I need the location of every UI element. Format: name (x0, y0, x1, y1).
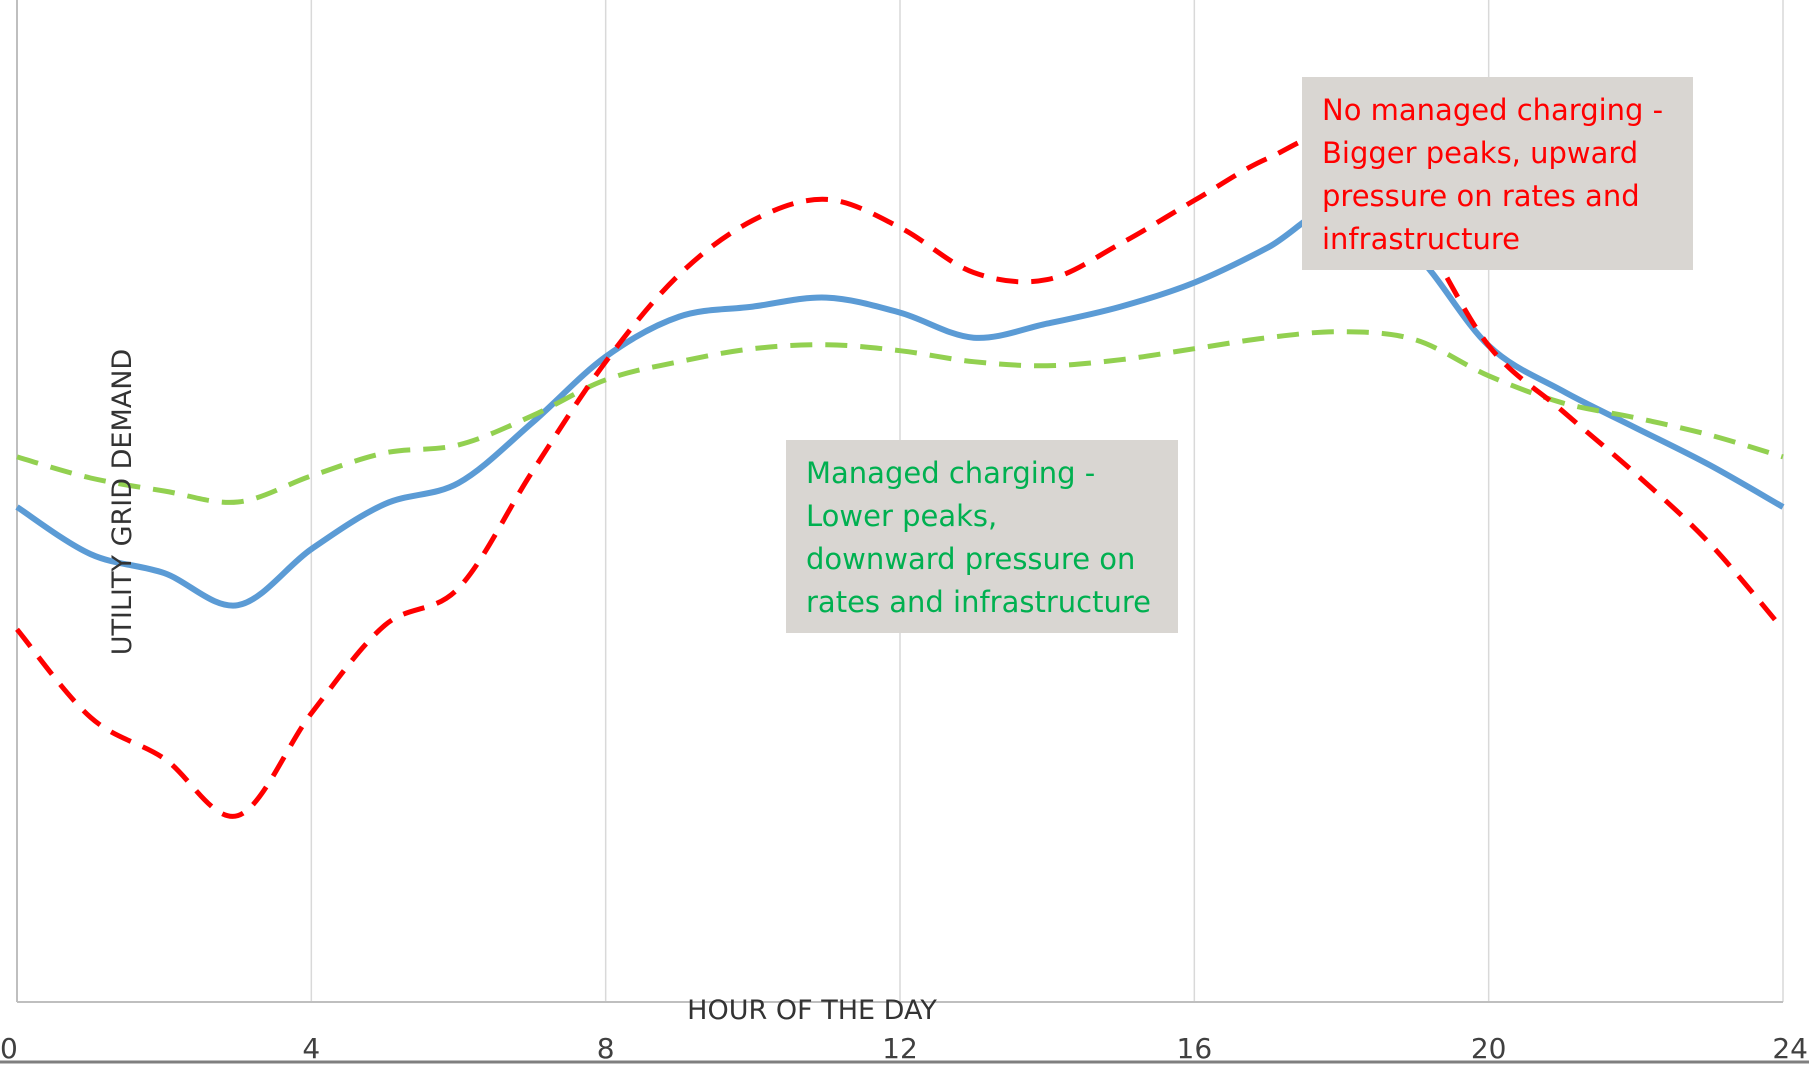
annotation-line-2: Bigger peaks, upward (1322, 136, 1638, 170)
series-line-red-dashed (15, 131, 1785, 819)
annotation-line-4: rates and infrastructure (806, 585, 1151, 619)
annotation-line-1: No managed charging - (1322, 93, 1663, 127)
annotation-managed-charging: Managed charging - Lower peaks, downward p… (786, 440, 1178, 633)
x-tick-label-0: 0 (0, 1032, 18, 1065)
x-tick-label-20: 20 (1471, 1032, 1507, 1065)
series-line-green-dashed (16, 329, 1784, 505)
annotation-line-2: Lower peaks, (806, 499, 997, 533)
x-tick-label-16: 16 (1177, 1032, 1213, 1065)
series-lines (15, 131, 1785, 819)
annotation-line-4: infrastructure (1322, 222, 1520, 256)
annotation-no-managed-charging: No managed charging - Bigger peaks, upwar… (1302, 77, 1693, 270)
y-axis-title: UTILITY GRID DEMAND (107, 349, 138, 655)
x-tick-label-12: 12 (882, 1032, 918, 1065)
x-tick-label-4: 4 (302, 1032, 320, 1065)
annotation-box (1302, 77, 1693, 270)
x-tick-label-24: 24 (1772, 1032, 1808, 1065)
annotation-line-3: downward pressure on (806, 542, 1135, 576)
x-tick-labels: 0 4 8 12 16 20 24 (0, 1032, 1808, 1065)
annotation-box (786, 440, 1178, 633)
x-axis-title: HOUR OF THE DAY (687, 995, 937, 1026)
annotation-line-1: Managed charging - (806, 456, 1095, 490)
x-tick-label-8: 8 (597, 1032, 615, 1065)
annotation-line-3: pressure on rates and (1322, 179, 1640, 213)
